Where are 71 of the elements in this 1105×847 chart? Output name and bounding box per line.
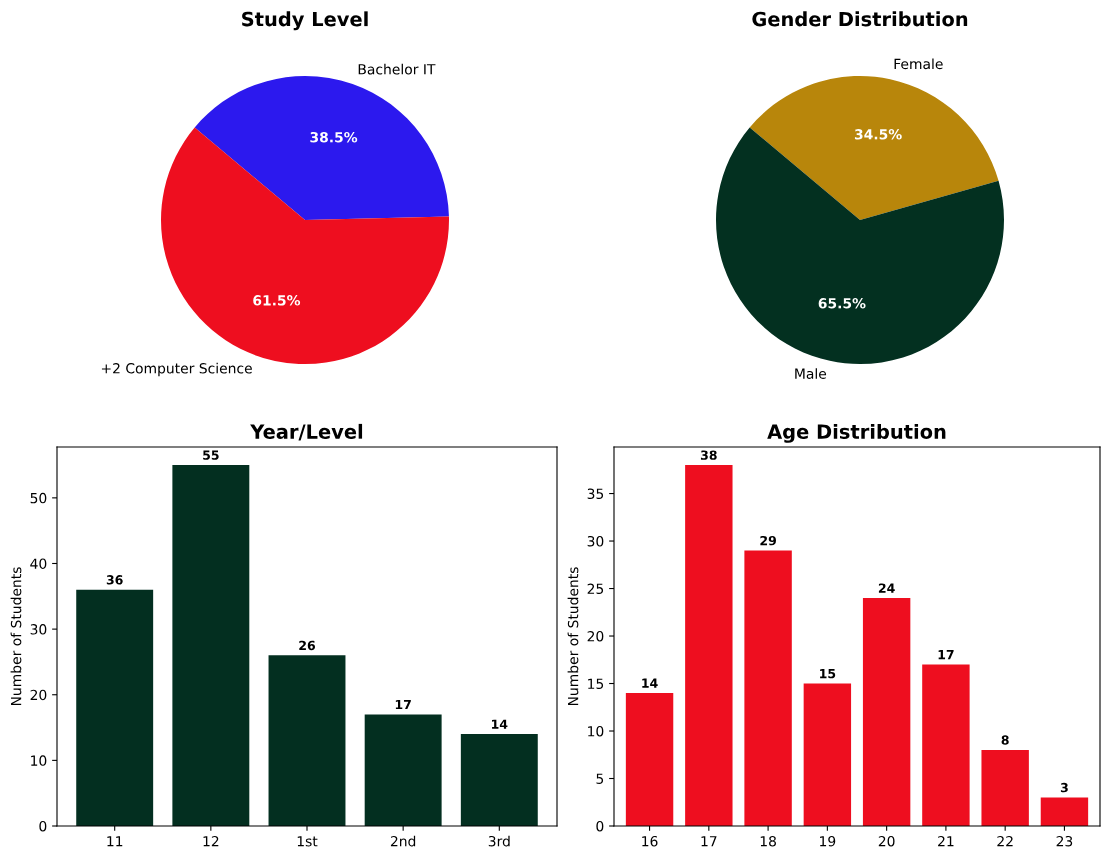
y-tick-label: 20 — [587, 630, 604, 642]
x-tick-label: 17 — [701, 836, 717, 847]
data-label: 29 — [760, 535, 776, 546]
data-label: 38.5% — [310, 131, 358, 143]
pie-slice — [194, 76, 449, 220]
y-tick-label: 5 — [596, 773, 604, 784]
bar — [625, 693, 674, 826]
x-tick-label: 23 — [1056, 835, 1073, 847]
slice-label: +2 Computer Science — [101, 362, 252, 377]
bar — [1040, 797, 1089, 826]
bar — [744, 550, 792, 826]
bar — [172, 465, 250, 826]
data-label: 17 — [395, 699, 411, 710]
y-tick-label: 10 — [31, 755, 47, 766]
x-tick-label: 21 — [938, 835, 954, 847]
bar — [685, 465, 733, 826]
bar — [268, 655, 346, 826]
bar — [862, 598, 911, 826]
data-label: 65.5% — [818, 298, 866, 309]
x-tick-label: 2nd — [390, 835, 416, 847]
x-tick-label: 1st — [297, 836, 318, 847]
data-label: 26 — [299, 640, 316, 651]
chart-title: Age Distribution — [767, 423, 946, 443]
data-label: 8 — [1001, 735, 1009, 745]
data-label: 38 — [700, 450, 717, 460]
x-tick-label: 19 — [820, 835, 836, 847]
data-label: 3 — [1060, 782, 1068, 793]
bar — [981, 750, 1029, 826]
x-tick-label: 12 — [203, 835, 219, 847]
pie-slice — [161, 127, 449, 364]
bar — [803, 683, 852, 826]
data-label: 36 — [106, 575, 123, 585]
y-tick-label: 0 — [39, 820, 47, 832]
y-tick-label: 40 — [30, 558, 47, 569]
pie-slice — [716, 127, 1004, 364]
y-tick-label: 10 — [588, 725, 604, 737]
slice-label: Female — [894, 58, 943, 70]
x-tick-label: 18 — [760, 835, 776, 847]
data-label: 15 — [820, 669, 836, 679]
chart-title: Study Level — [242, 11, 368, 31]
x-tick-label: 20 — [878, 835, 895, 847]
data-label: 14 — [642, 678, 658, 688]
slice-label: Male — [795, 368, 827, 379]
slice-label: Bachelor IT — [358, 63, 436, 75]
x-tick-label: 3rd — [488, 835, 510, 847]
y-tick-label: 25 — [587, 583, 604, 595]
data-label: 55 — [203, 450, 219, 460]
data-label: 61.5% — [253, 295, 301, 306]
y-tick-label: 15 — [588, 678, 604, 689]
y-tick-label: 30 — [587, 536, 604, 547]
x-tick-label: 22 — [997, 835, 1013, 847]
y-axis-title: Number of Students — [567, 567, 579, 706]
data-label: 24 — [878, 583, 895, 593]
bar — [76, 589, 154, 826]
y-tick-label: 0 — [596, 820, 604, 832]
chart-title: Year/Level — [250, 423, 363, 441]
x-tick-label: 11 — [107, 836, 123, 847]
y-tick-label: 50 — [30, 492, 47, 504]
bar — [364, 714, 442, 826]
y-axis-title: Number of Students — [10, 567, 22, 706]
y-tick-label: 20 — [30, 689, 47, 701]
bar — [922, 664, 970, 826]
bar — [460, 734, 538, 826]
y-tick-label: 30 — [30, 624, 47, 635]
data-label: 34.5% — [854, 129, 902, 140]
data-label: 17 — [938, 650, 954, 660]
y-tick-label: 35 — [587, 488, 604, 500]
data-label: 14 — [492, 719, 508, 729]
x-tick-label: 16 — [642, 835, 658, 847]
chart-title: Gender Distribution — [752, 11, 968, 27]
pie-slice — [749, 76, 999, 220]
